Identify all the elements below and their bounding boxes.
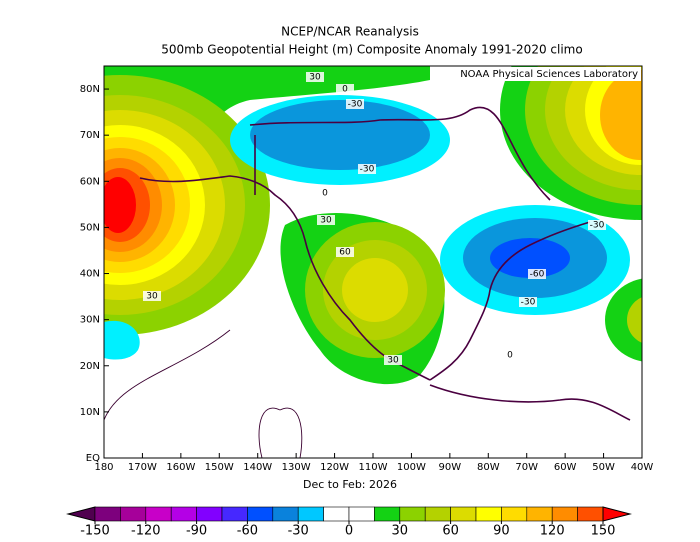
colorbar-swatch (170, 506, 197, 522)
x-tick-label: 180 (94, 462, 113, 473)
contour-label-bg (528, 269, 546, 279)
y-tick-label: 50N (80, 222, 100, 233)
y-tick-label: 70N (80, 130, 100, 141)
y-tick-label: 60N (80, 176, 100, 187)
colorbar-tick-label: 120 (540, 524, 565, 539)
colorbar-tick-label: 30 (392, 524, 409, 539)
colorbar-swatch (526, 506, 553, 522)
colorbar-swatch (94, 506, 121, 522)
contour-label: -30 (590, 221, 605, 231)
contour-label: 60 (339, 248, 351, 258)
contour-label: -60 (530, 270, 545, 280)
colorbar-swatch (348, 506, 375, 522)
credit-box (432, 67, 641, 81)
colorbar-swatch (551, 506, 578, 522)
x-tick-label: 40W (631, 462, 654, 473)
x-tick-label: 50W (592, 462, 615, 473)
contour-label-bg (358, 164, 376, 174)
y-tick-label: 10N (80, 407, 100, 418)
colorbar-swatch (475, 506, 502, 522)
colorbar-tick-label: 150 (591, 524, 616, 539)
contour-label: 30 (146, 292, 158, 302)
contour-label-bg (336, 84, 354, 94)
x-tick-label: 90W (439, 462, 462, 473)
colorbar-tick-label: -60 (237, 524, 258, 539)
x-tick-label: 140W (243, 462, 272, 473)
contour-label: -30 (360, 165, 375, 175)
x-tick-label: 120W (320, 462, 349, 473)
contour-label: -30 (348, 100, 363, 110)
colorbar-tick-label: -120 (131, 524, 161, 539)
contour-label: 30 (320, 216, 332, 226)
y-tick-label: 80N (80, 84, 100, 95)
colorbar-swatch (501, 506, 528, 522)
colorbar-swatch (374, 506, 401, 522)
colorbar-swatch (272, 506, 299, 522)
colorbar-swatch (145, 506, 172, 522)
contour-label-bg (346, 99, 364, 109)
colorbar-swatch (66, 506, 96, 522)
x-tick-label: 100W (397, 462, 426, 473)
y-tick-label: 40N (80, 269, 100, 280)
colorbar-swatch (577, 506, 604, 522)
colorbar-swatch (247, 506, 274, 522)
x-tick-label: 70W (515, 462, 538, 473)
contour-label: 0 (507, 351, 513, 361)
contour-label-bg (316, 188, 334, 198)
x-tick-label: 110W (359, 462, 388, 473)
colorbar-tick-label: 60 (442, 524, 459, 539)
colorbar-swatch (424, 506, 451, 522)
x-tick-label: 60W (554, 462, 577, 473)
x-tick-label: 160W (166, 462, 195, 473)
contour-label: 30 (309, 73, 321, 83)
x-tick-label: 170W (128, 462, 157, 473)
contour-label-bg (519, 297, 537, 307)
colorbar-swatch (323, 506, 350, 522)
colorbar-swatch (221, 506, 248, 522)
contour-label-bg (384, 355, 402, 365)
credit: NOAA Physical Sciences Laboratory (460, 69, 638, 80)
colorbar-swatch (602, 506, 632, 522)
colorbar-swatch (399, 506, 426, 522)
contour-label: -30 (521, 298, 536, 308)
contour-label: 0 (342, 85, 348, 95)
colorbar-swatch (297, 506, 324, 522)
colorbar-swatch (120, 506, 147, 522)
colorbar-swatch (450, 506, 477, 522)
y-tick-label: EQ (86, 453, 100, 464)
x-tick-label: 150W (205, 462, 234, 473)
subtitle: 500mb Geopotential Height (m) Composite … (161, 43, 582, 57)
colorbar-tick-label: 0 (345, 524, 353, 539)
period: Dec to Feb: 2026 (303, 478, 397, 491)
x-tick-label: 80W (477, 462, 500, 473)
contour-label-bg (317, 215, 335, 225)
title: NCEP/NCAR Reanalysis (281, 25, 419, 39)
colorbar-tick-label: -90 (186, 524, 207, 539)
contour-label-bg (501, 350, 519, 360)
colorbar-swatch (196, 506, 223, 522)
anomaly-field (104, 66, 642, 458)
contour-label-bg (143, 291, 161, 301)
colorbar-tick-label: -30 (288, 524, 309, 539)
contour-label: 0 (322, 189, 328, 199)
contour-label-bg (306, 72, 324, 82)
contour-label-bg (336, 247, 354, 257)
colorbar-tick-label: -150 (80, 524, 110, 539)
y-tick-label: 20N (80, 361, 100, 372)
contour-label-bg (588, 220, 606, 230)
contour-label: 30 (387, 356, 399, 366)
y-tick-label: 30N (80, 315, 100, 326)
colorbar-tick-label: 90 (493, 524, 510, 539)
x-tick-label: 130W (282, 462, 311, 473)
